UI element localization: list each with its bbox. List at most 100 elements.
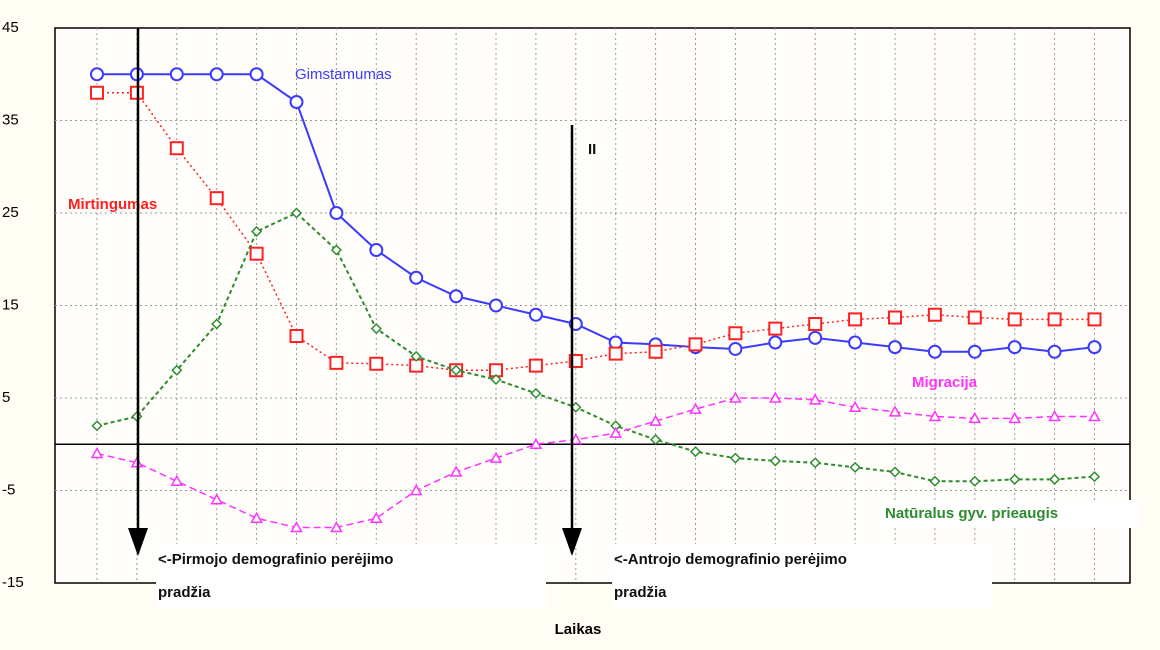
marker (967, 310, 982, 325)
marker (688, 337, 703, 352)
marker (967, 344, 982, 359)
marker (90, 67, 104, 82)
marker (369, 356, 384, 371)
y-tick-label: 15 (2, 296, 19, 313)
marker (289, 95, 304, 109)
marker (370, 323, 382, 335)
marker (290, 207, 303, 219)
marker (608, 346, 623, 361)
marker (249, 246, 264, 261)
marker (528, 358, 543, 373)
y-tick-label: -5 (2, 481, 15, 498)
annotation: <-Pirmojo demografinio perėjimo (158, 551, 393, 568)
marker (609, 426, 622, 438)
marker (409, 270, 424, 285)
marker (1088, 409, 1101, 422)
marker (569, 433, 583, 445)
marker (490, 373, 502, 386)
y-tick-label: 35 (2, 111, 19, 128)
annotation: II (588, 141, 596, 158)
marker (927, 307, 942, 322)
marker (209, 67, 224, 82)
marker (769, 391, 782, 403)
marker (689, 402, 702, 414)
marker (1087, 312, 1102, 327)
marker (329, 355, 344, 370)
marker (211, 318, 223, 330)
marker (1007, 312, 1022, 327)
marker (330, 244, 342, 256)
marker (410, 350, 422, 362)
marker (808, 330, 823, 345)
marker (889, 466, 901, 478)
marker (888, 340, 902, 355)
series-label: Mirtingumas (68, 196, 157, 213)
marker (90, 446, 104, 459)
arrow-head (562, 528, 582, 556)
marker (170, 474, 184, 486)
marker (848, 312, 863, 327)
annotation: pradžia (614, 584, 667, 601)
marker (210, 493, 223, 505)
series-line (96, 211, 1095, 483)
marker (1087, 340, 1102, 355)
annotation: <-Antrojo demografinio perėjimo (614, 551, 847, 568)
marker (888, 405, 902, 417)
marker (689, 446, 702, 458)
marker (90, 85, 104, 100)
marker (929, 475, 941, 487)
marker (169, 67, 184, 82)
marker (848, 335, 863, 350)
marker (969, 475, 981, 487)
marker (927, 344, 942, 359)
marker (1047, 312, 1062, 327)
marker (649, 414, 662, 426)
marker (409, 483, 423, 496)
annotation: pradžia (158, 584, 211, 601)
marker (968, 411, 982, 424)
y-tick-label: 5 (2, 389, 10, 406)
marker (1049, 473, 1061, 485)
marker (888, 310, 902, 325)
marker (1007, 340, 1022, 355)
marker (250, 511, 263, 523)
marker (849, 461, 861, 473)
marker (171, 364, 183, 376)
marker (729, 391, 742, 403)
series-line (96, 397, 1095, 529)
marker (809, 457, 821, 469)
marker (1047, 344, 1062, 359)
marker (1088, 471, 1101, 483)
marker (370, 511, 383, 523)
marker (251, 225, 263, 238)
label-bg (881, 500, 1141, 528)
marker (848, 400, 862, 412)
series-label: Gimstamumas (295, 66, 392, 83)
x-axis-label: Laikas (555, 621, 602, 638)
series-label: Migracija (912, 374, 978, 391)
marker (289, 329, 304, 344)
marker (449, 289, 464, 304)
marker (489, 298, 503, 313)
arrow-head (128, 528, 148, 556)
marker (648, 344, 663, 359)
annotation-bg (156, 544, 546, 608)
marker (209, 191, 224, 206)
marker (928, 409, 942, 422)
marker (729, 452, 741, 464)
marker (1008, 411, 1021, 424)
marker (169, 141, 184, 156)
marker (529, 437, 543, 449)
marker (329, 206, 344, 220)
marker (1048, 409, 1061, 422)
y-tick-label: 25 (2, 204, 19, 221)
marker (369, 243, 384, 257)
marker (489, 451, 503, 463)
marker (450, 364, 462, 376)
marker (290, 520, 303, 533)
annotation-bg (612, 544, 992, 608)
marker (530, 387, 542, 399)
series-label: Natūralus gyv. prieaugis (885, 505, 1058, 522)
marker (249, 67, 264, 82)
